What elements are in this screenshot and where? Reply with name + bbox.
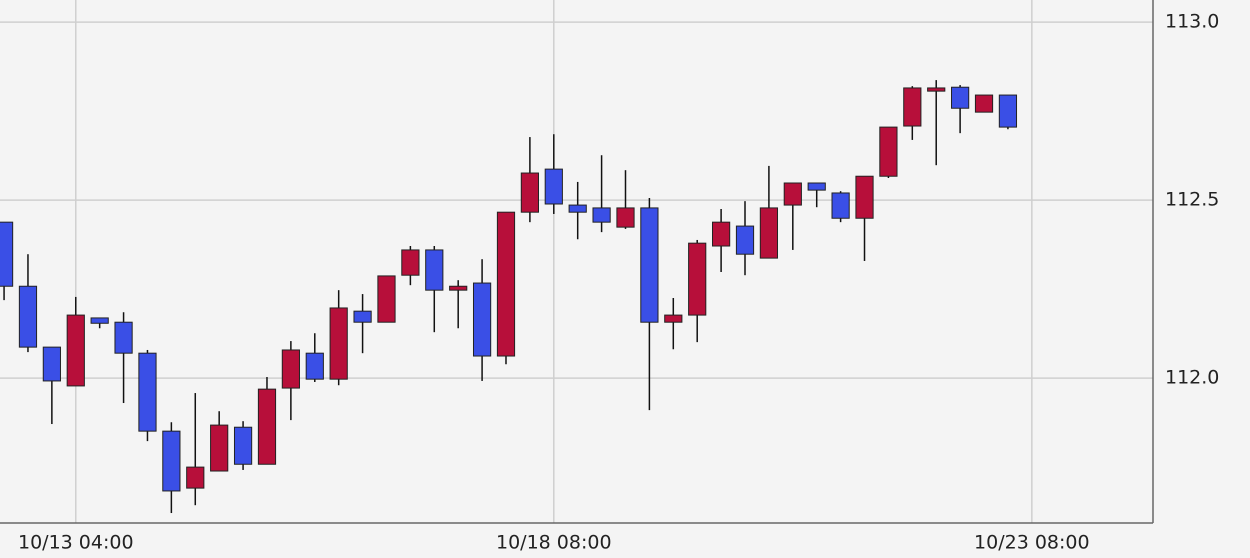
y-tick-label: 112.0 — [1165, 367, 1219, 389]
candle-body — [472, 282, 492, 357]
x-tick-label: 10/13 04:00 — [18, 532, 134, 554]
candle-body — [783, 182, 802, 206]
candle-body — [592, 207, 611, 223]
candle-body — [927, 87, 946, 92]
candle-body — [496, 211, 516, 357]
candle-body — [568, 204, 587, 213]
candle-body — [162, 430, 181, 492]
candle-body — [711, 221, 731, 247]
candle-body — [281, 349, 300, 389]
candle-body — [401, 249, 420, 276]
candle-body — [855, 175, 874, 219]
candle-body — [377, 275, 396, 323]
candle-body — [544, 168, 563, 205]
marks — [0, 80, 1018, 514]
y-tick-label: 113.0 — [1165, 11, 1219, 33]
x-tick-label: 10/18 08:00 — [496, 532, 612, 554]
candle-body — [831, 192, 850, 219]
candle-body — [114, 321, 133, 354]
candle-body — [998, 94, 1018, 128]
candle-body — [640, 207, 659, 323]
candle-body — [0, 221, 14, 287]
candle-body — [759, 207, 779, 259]
candle-body — [616, 207, 635, 228]
candle-body — [18, 285, 38, 348]
candle-body — [688, 242, 707, 316]
candle-body — [66, 314, 85, 387]
candle-body — [520, 172, 539, 213]
candle-body — [425, 249, 444, 291]
candle-body — [233, 426, 253, 465]
candle-body — [449, 285, 468, 291]
candle-body — [664, 314, 683, 323]
candle-body — [90, 317, 109, 324]
candle-body — [353, 310, 372, 323]
candle-body — [257, 388, 277, 465]
candle-body — [138, 352, 157, 432]
candle-body — [974, 94, 994, 113]
y-tick-label: 112.5 — [1165, 189, 1219, 211]
grid — [0, 0, 1153, 523]
candle-body — [951, 86, 970, 109]
x-tick-label: 10/23 08:00 — [974, 532, 1090, 554]
candle-body — [879, 126, 898, 177]
candle-body — [305, 352, 324, 380]
candle-body — [903, 87, 922, 127]
candle-body — [329, 307, 348, 380]
candle-body — [42, 346, 61, 382]
candle-body — [186, 466, 205, 489]
candle-body — [735, 225, 755, 255]
candle-body — [210, 424, 229, 472]
candle-body — [807, 182, 826, 191]
